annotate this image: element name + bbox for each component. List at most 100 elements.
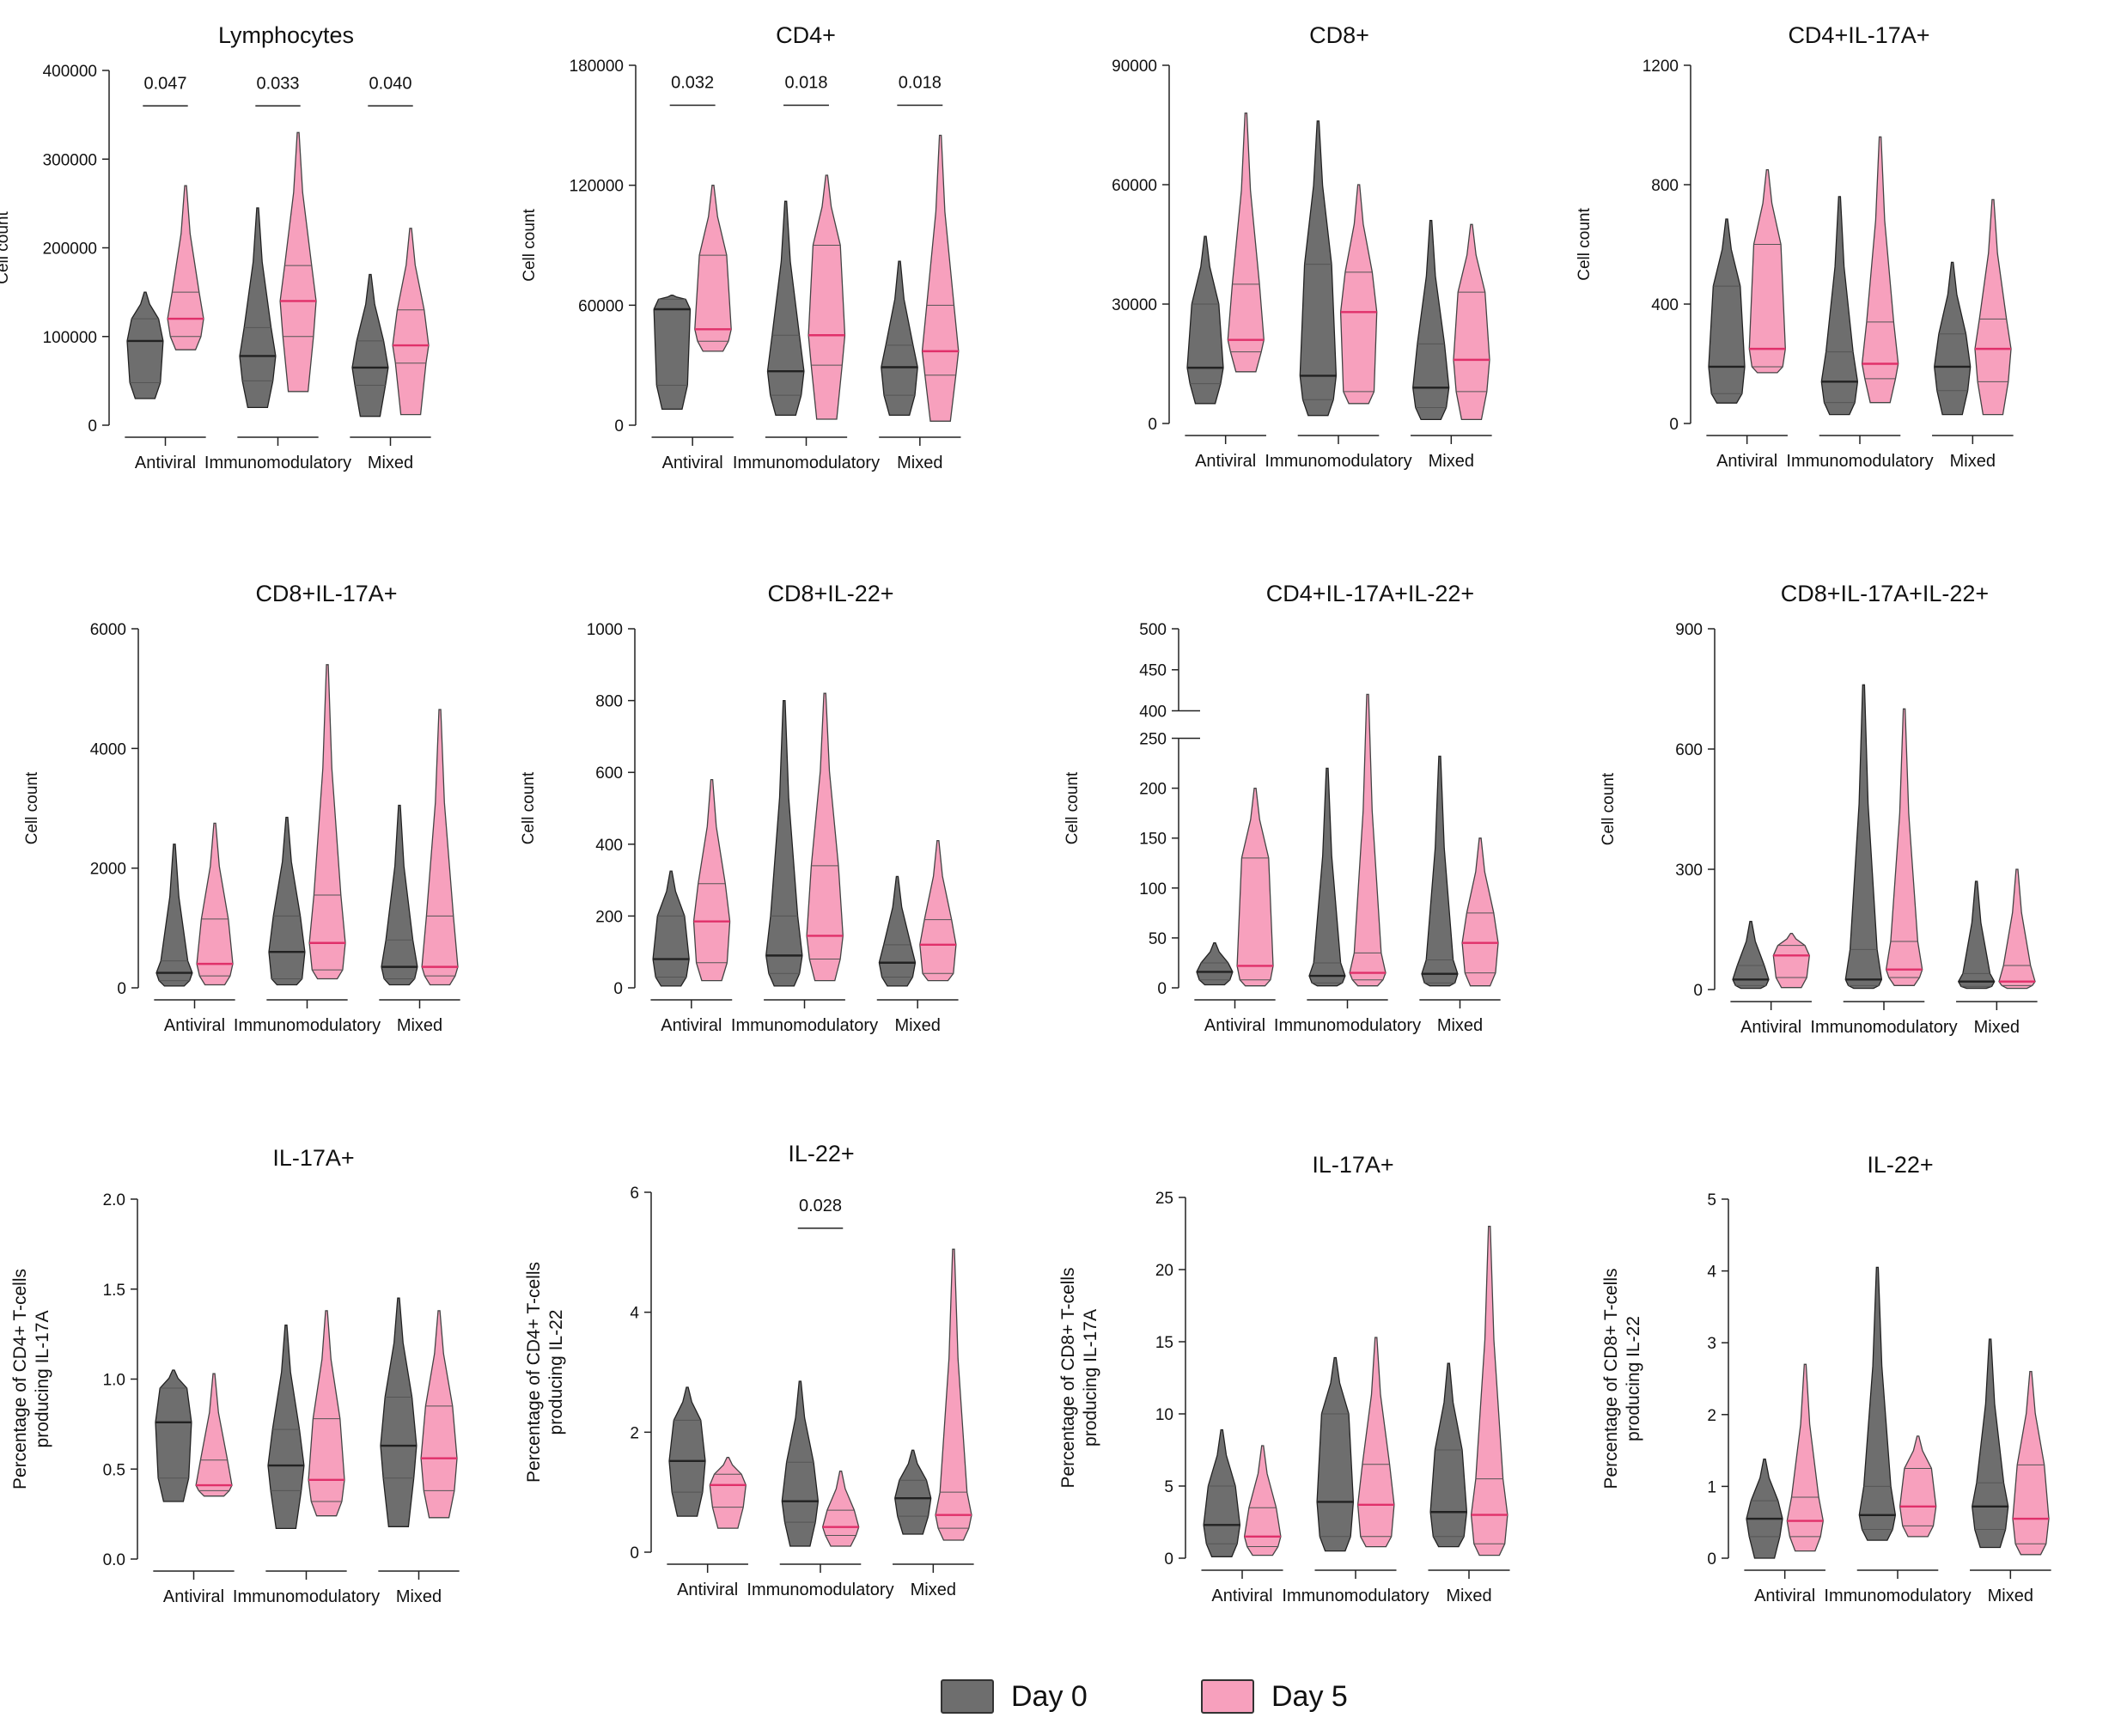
chart-title: CD4+IL-17A+IL-22+ [1266,581,1474,606]
violin-day0-antiviral [155,844,193,987]
y-axis-label: Cell count [521,209,539,282]
violin-day5-antiviral [694,185,732,352]
p-value-label: 0.047 [143,74,186,93]
violin-day0-immunomodulatory [267,1325,305,1530]
x-tick-label: Mixed [1950,452,1996,471]
y-tick-label: 400 [1139,703,1167,721]
violin-day5-antiviral [1772,933,1810,989]
chart-title: Lymphocytes [218,22,354,48]
chart-panel-8: CD8+IL-17A+IL-22+ 0 300 600 900 Antiviral Immu… [1600,581,2038,1037]
x-tick-label: Antiviral [135,454,196,472]
y-axis-label: Cell count [1576,208,1594,281]
x-tick-label: Immunomodulatory [733,454,880,472]
y-tick-label: 0 [1157,980,1167,998]
y-axis-label: Percentage of CD4+ T-cells producing IL-1… [10,1269,52,1489]
chart-panel-6: CD8+IL-22+ 0 200 400 600 800 1000 Antiviral Immu… [520,581,959,1035]
violin-day5-immunomodulatory [1885,708,1923,986]
y-tick-label: 200 [595,908,623,926]
y-tick-label: 60000 [1112,177,1157,195]
y-axis-label: Cell count [0,211,12,284]
x-tick-label: Mixed [1988,1587,2033,1605]
violin-day5-antiviral [1236,787,1274,987]
chart-title: CD4+IL-17A+ [1788,22,1929,48]
x-tick-label: Antiviral [1204,1016,1265,1035]
y-tick-label: 450 [1139,662,1167,680]
y-tick-label: 400000 [43,63,97,81]
violin-day0-antiviral [668,1386,706,1517]
y-tick-label: 0 [614,417,624,436]
x-tick-label: Antiviral [1754,1587,1815,1605]
x-tick-label: Antiviral [1195,452,1256,471]
p-value-label: 0.018 [784,74,827,93]
y-tick-label: 0.5 [103,1461,125,1479]
y-tick-label: 300000 [43,151,97,169]
chart-panel-1: Lymphocytes 0 100000 200000 300000 400000 Anti… [0,22,431,472]
chart-panel-12: IL-22+ 0 1 2 3 4 5 Antiviral Immunomodulatory Mix… [1601,1152,2051,1605]
violin-day5-mixed [1998,868,2036,990]
violin-day0-mixed [1412,220,1450,421]
violin-day5-immunomodulatory [808,174,846,420]
violin-day5-antiviral [196,822,234,986]
y-tick-label: 2.0 [103,1191,125,1209]
y-tick-label: 90000 [1112,58,1157,76]
x-tick-label: Mixed [1974,1018,2020,1037]
y-tick-label: 25 [1155,1190,1173,1208]
violin-day5-mixed [1453,223,1490,421]
y-tick-label: 0.0 [103,1551,125,1569]
chart-panel-9: IL-17A+ 0.0 0.5 1.0 1.5 2.0 Antiviral Immunomod… [10,1145,460,1606]
chart-title: CD8+ [1309,22,1369,48]
y-tick-label: 0 [117,980,126,998]
y-axis-label: Cell count [1600,772,1618,845]
x-tick-label: Mixed [1429,452,1474,471]
violin-day0-mixed [351,273,389,417]
y-axis-label: Percentage of CD4+ T-cells producing IL-2… [524,1262,566,1483]
y-tick-label: 300 [1675,862,1703,880]
y-tick-label: 1.5 [103,1282,125,1300]
x-tick-label: Antiviral [662,454,723,472]
y-tick-label: 200 [1139,781,1167,799]
y-tick-label: 1 [1707,1478,1716,1496]
chart-title: CD8+IL-17A+IL-22+ [1781,581,1989,606]
violin-day5-antiviral [167,185,204,350]
y-tick-label: 180000 [570,58,624,76]
y-tick-label: 50 [1149,930,1167,948]
y-tick-label: 2000 [90,861,126,879]
x-tick-label: Immunomodulatory [1265,452,1411,471]
x-tick-label: Mixed [911,1581,956,1599]
violin-day0-antiviral [1746,1458,1783,1559]
violin-day5-mixed [1470,1225,1508,1556]
violin-day0-immunomodulatory [765,699,803,987]
legend-label-day0: Day 0 [1011,1679,1088,1713]
chart-title: IL-17A+ [272,1145,354,1171]
y-tick-label: 100000 [43,329,97,347]
violin-day5-mixed [421,709,459,986]
chart-panel-10: IL-22+ 0 2 4 6 Antiviral Immunomodulatory Mixed… [524,1141,974,1599]
chart-panel-11: IL-17A+ 0 5 10 15 20 25 Antiviral Immunomodulato… [1058,1152,1510,1605]
p-value-label: 0.040 [369,74,411,93]
violin-day5-immunomodulatory [1339,184,1378,405]
y-tick-label: 1200 [1643,58,1679,76]
y-tick-label: 800 [595,693,623,711]
violin-day5-mixed [935,1248,972,1541]
x-tick-label: Immunomodulatory [731,1016,878,1035]
p-value-label: 0.028 [799,1197,842,1215]
violin-day0-mixed [1957,880,1996,990]
chart-panel-2: CD4+ 0 60000 120000 180000 Antiviral Immunomod… [521,22,961,472]
legend-item-day0: Day 0 [941,1679,1088,1714]
violin-day0-mixed [878,875,917,987]
y-tick-label: 2 [1707,1407,1716,1425]
y-axis-label: Percentage of CD8+ T-cells producing IL-2… [1601,1269,1643,1489]
x-tick-label: Antiviral [1740,1018,1801,1037]
violin-day5-immunomodulatory [1349,693,1387,987]
violin-day5-mixed [921,134,960,422]
x-tick-label: Mixed [368,454,413,472]
y-axis-label: Cell count [23,771,41,844]
violin-day0-immunomodulatory [766,200,805,417]
x-tick-label: Immunomodulatory [1824,1587,1971,1605]
x-tick-label: Antiviral [677,1581,738,1599]
violin-day5-immunomodulatory [1356,1337,1395,1548]
x-tick-label: Immunomodulatory [1274,1016,1421,1035]
y-tick-label: 1.0 [103,1372,125,1390]
x-tick-label: Immunomodulatory [1282,1587,1429,1605]
y-tick-label: 20 [1155,1262,1173,1280]
